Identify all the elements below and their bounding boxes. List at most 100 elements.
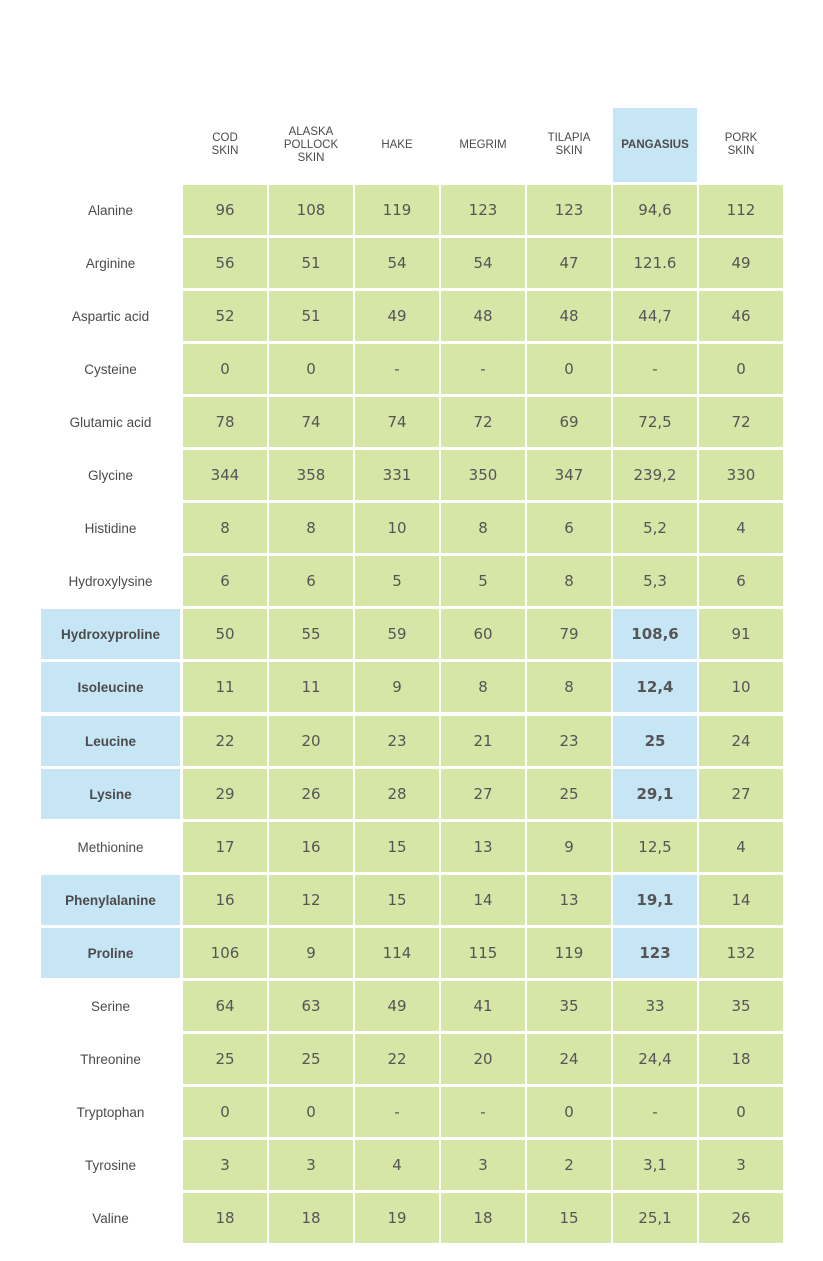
table-cell: 16 <box>183 875 267 925</box>
table-cell: 15 <box>527 1193 611 1243</box>
table-cell: 9 <box>355 662 439 712</box>
table-cell: 26 <box>699 1193 783 1243</box>
row-label: Leucine <box>41 716 180 766</box>
table-cell: - <box>441 344 525 394</box>
table-cell: 5 <box>441 556 525 606</box>
table-cell: 12,5 <box>613 822 697 872</box>
table-cell: 114 <box>355 928 439 978</box>
table-cell: - <box>441 1087 525 1137</box>
table-cell: 20 <box>269 716 353 766</box>
table-cell: 72 <box>441 397 525 447</box>
table-cell: 13 <box>441 822 525 872</box>
table-cell: 27 <box>699 769 783 819</box>
table-cell: 23 <box>527 716 611 766</box>
table-cell: 18 <box>183 1193 267 1243</box>
table-cell: 112 <box>699 185 783 235</box>
row-label: Arginine <box>85 255 136 271</box>
table-cell: - <box>355 1087 439 1137</box>
table-cell: 123 <box>527 185 611 235</box>
table-cell: 69 <box>527 397 611 447</box>
table-cell: 132 <box>699 928 783 978</box>
table-cell: 119 <box>355 185 439 235</box>
table-cell: 10 <box>699 662 783 712</box>
table-cell: 13 <box>527 875 611 925</box>
row-label: Alanine <box>87 202 134 218</box>
table-cell: 6 <box>527 503 611 553</box>
row-label: Tryptophan <box>76 1104 145 1120</box>
table-cell: 48 <box>527 291 611 341</box>
table-cell: 59 <box>355 609 439 659</box>
table-cell: 35 <box>699 981 783 1031</box>
table-cell: 8 <box>183 503 267 553</box>
column-header: MEGRIM <box>459 138 507 151</box>
table-cell: 28 <box>355 769 439 819</box>
table-cell: 10 <box>355 503 439 553</box>
row-label: Hydroxylysine <box>68 573 153 589</box>
table-cell: 21 <box>441 716 525 766</box>
table-cell: 108 <box>269 185 353 235</box>
table-cell: 6 <box>699 556 783 606</box>
table-cell: 0 <box>183 344 267 394</box>
row-label: Histidine <box>84 520 137 536</box>
table-cell: 60 <box>441 609 525 659</box>
table-cell: 25 <box>613 716 697 766</box>
table-cell: 49 <box>699 238 783 288</box>
table-cell: 49 <box>355 291 439 341</box>
row-label: Valine <box>92 1210 129 1226</box>
column-header: COD SKIN <box>211 132 239 157</box>
row-label: Proline <box>41 928 180 978</box>
table-cell: 3 <box>183 1140 267 1190</box>
row-label: Lysine <box>41 769 180 819</box>
table-cell: 47 <box>527 238 611 288</box>
table-cell: 331 <box>355 450 439 500</box>
table-cell: 0 <box>699 1087 783 1137</box>
table-cell: 63 <box>269 981 353 1031</box>
row-label: Methionine <box>77 839 144 855</box>
column-header: PANGASIUS <box>613 108 697 182</box>
table-cell: 239,2 <box>613 450 697 500</box>
table-cell: 18 <box>269 1193 353 1243</box>
table-cell: 15 <box>355 875 439 925</box>
table-cell: 330 <box>699 450 783 500</box>
table-cell: 4 <box>355 1140 439 1190</box>
table-cell: 9 <box>269 928 353 978</box>
table-cell: 0 <box>183 1087 267 1137</box>
table-cell: 6 <box>269 556 353 606</box>
table-cell: 46 <box>699 291 783 341</box>
table-cell: 0 <box>269 344 353 394</box>
table-cell: 8 <box>269 503 353 553</box>
table-cell: 91 <box>699 609 783 659</box>
table-cell: 3 <box>699 1140 783 1190</box>
table-cell: 2 <box>527 1140 611 1190</box>
table-cell: 106 <box>183 928 267 978</box>
table-cell: 123 <box>441 185 525 235</box>
table-cell: 3 <box>269 1140 353 1190</box>
table-cell: 64 <box>183 981 267 1031</box>
table-cell: - <box>613 344 697 394</box>
table-cell: 12,4 <box>613 662 697 712</box>
row-label: Isoleucine <box>41 662 180 712</box>
table-cell: 54 <box>441 238 525 288</box>
table-cell: 44,7 <box>613 291 697 341</box>
row-label: Tyrosine <box>84 1157 137 1173</box>
table-cell: 33 <box>613 981 697 1031</box>
table-cell: 19,1 <box>613 875 697 925</box>
table-cell: 0 <box>699 344 783 394</box>
table-cell: 15 <box>355 822 439 872</box>
table-cell: 25 <box>183 1034 267 1084</box>
table-cell: 3 <box>441 1140 525 1190</box>
table-cell: 0 <box>527 344 611 394</box>
column-header: PORK SKIN <box>724 132 758 157</box>
table-cell: 51 <box>269 238 353 288</box>
table-cell: 51 <box>269 291 353 341</box>
row-label: Hydroxyproline <box>41 609 180 659</box>
row-label: Serine <box>90 998 131 1014</box>
table-cell: 11 <box>269 662 353 712</box>
table-cell: 4 <box>699 822 783 872</box>
table-cell: 25 <box>527 769 611 819</box>
table-cell: 9 <box>527 822 611 872</box>
table-cell: 350 <box>441 450 525 500</box>
table-cell: 115 <box>441 928 525 978</box>
table-cell: 123 <box>613 928 697 978</box>
